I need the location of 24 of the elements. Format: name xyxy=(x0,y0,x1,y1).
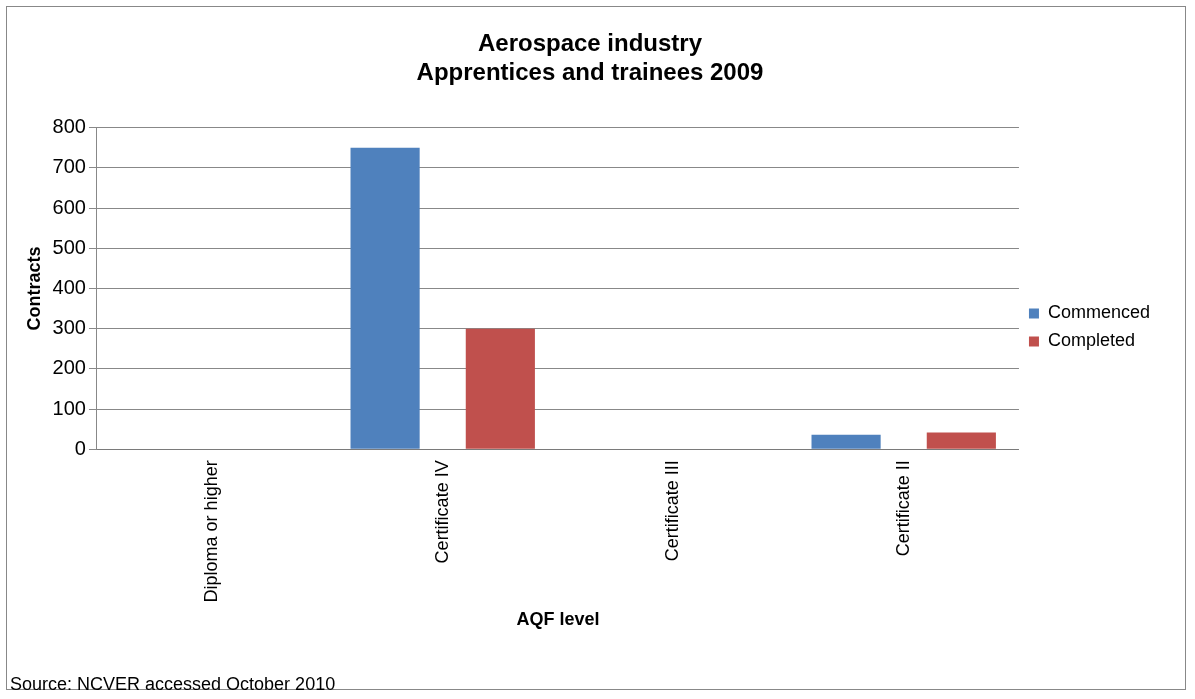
y-tick-label: 0 xyxy=(74,436,86,459)
source-note: Source: NCVER accessed October 2010 xyxy=(10,674,336,695)
legend-label: Completed xyxy=(1047,330,1136,351)
y-tick-label: 600 xyxy=(52,195,86,218)
y-tick-label: 400 xyxy=(52,275,86,298)
x-tick-label: Certificate II xyxy=(892,460,913,557)
bar xyxy=(926,432,996,449)
y-axis-title: Contracts xyxy=(23,246,44,331)
y-tick-label: 200 xyxy=(52,356,86,379)
y-tick-label: 300 xyxy=(52,316,86,339)
x-tick-label: Certificate IV xyxy=(431,460,452,564)
y-tick-label: 100 xyxy=(52,396,86,419)
bar xyxy=(350,147,420,449)
y-tick-label: 500 xyxy=(52,235,86,258)
y-tick-label: 800 xyxy=(52,115,86,138)
x-axis-title: AQF level xyxy=(516,609,600,630)
bar xyxy=(811,434,881,449)
y-tick-label: 700 xyxy=(52,155,86,178)
x-tick-label: Diploma or higher xyxy=(201,460,222,603)
text: Aerospace industry xyxy=(477,29,703,57)
legend-label: Commenced xyxy=(1047,302,1151,323)
text: Apprentices and trainees 2009 xyxy=(416,57,764,85)
bar xyxy=(465,328,535,449)
x-tick-label: Certificate III xyxy=(662,460,683,562)
